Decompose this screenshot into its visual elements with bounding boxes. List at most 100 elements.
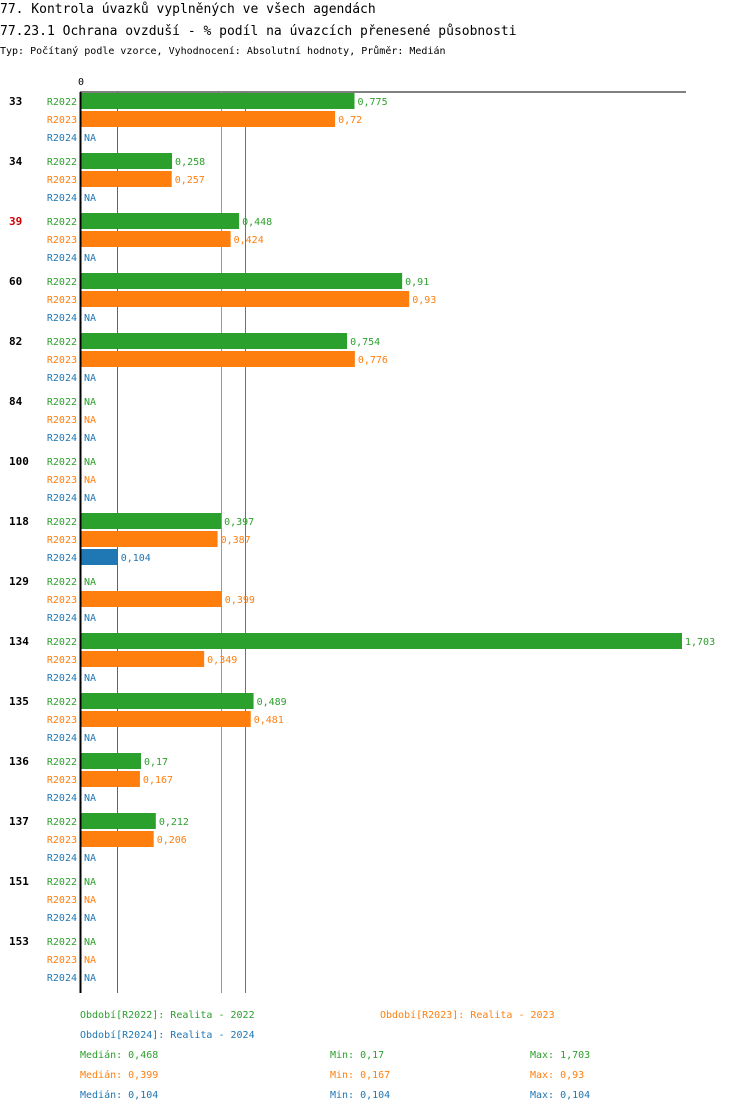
value-label: 0,91 <box>405 277 429 288</box>
category-label: 129 <box>9 575 29 588</box>
series-label: R2023 <box>47 355 77 366</box>
value-label: NA <box>84 415 96 426</box>
bar-r2022 <box>81 273 403 289</box>
legend-item-r2023: Období[R2023]: Realita - 2023 <box>380 1009 555 1021</box>
value-label: 0,93 <box>412 295 436 306</box>
series-label: R2022 <box>47 457 77 468</box>
series-label: R2022 <box>47 817 77 828</box>
stat-min-r2023: Min: 0,167 <box>330 1070 390 1081</box>
bar-r2022 <box>81 153 173 169</box>
value-label: 0,397 <box>224 517 254 528</box>
value-label: NA <box>84 133 96 144</box>
series-label: R2024 <box>47 553 77 564</box>
value-label: NA <box>84 433 96 444</box>
series-label: R2024 <box>47 313 77 324</box>
bar-r2022 <box>81 213 240 229</box>
value-label: NA <box>84 577 96 588</box>
series-label: R2023 <box>47 115 77 126</box>
bar-r2023 <box>81 831 154 847</box>
series-label: R2022 <box>47 157 77 168</box>
legend-item-r2024: Období[R2024]: Realita - 2024 <box>80 1029 255 1041</box>
stat-max-r2023: Max: 0,93 <box>530 1070 584 1081</box>
category-label: 137 <box>9 815 29 828</box>
value-label: NA <box>84 397 96 408</box>
value-label: NA <box>84 793 96 804</box>
series-label: R2023 <box>47 775 77 786</box>
category-label: 118 <box>9 515 29 528</box>
series-label: R2024 <box>47 253 77 264</box>
category-label: 134 <box>9 635 29 648</box>
value-label: NA <box>84 853 96 864</box>
value-label: NA <box>84 937 96 948</box>
bars: 33 R2022 0,775 R2023 0,72 R2024 NA 34 R2022 0,258… <box>9 93 715 984</box>
series-label: R2022 <box>47 757 77 768</box>
bar-r2023 <box>81 591 222 607</box>
category-label: 60 <box>9 275 22 288</box>
value-label: 0,167 <box>143 775 173 786</box>
value-label: 0,776 <box>358 355 388 366</box>
bar-r2022 <box>81 93 355 109</box>
value-label: 0,104 <box>121 553 151 564</box>
category-label: 84 <box>9 395 23 408</box>
series-label: R2022 <box>47 397 77 408</box>
series-label: R2024 <box>47 973 77 984</box>
stat-max-r2022: Max: 1,703 <box>530 1050 590 1061</box>
value-label: 0,399 <box>225 595 255 606</box>
series-label: R2023 <box>47 415 77 426</box>
series-label: R2022 <box>47 97 77 108</box>
series-label: R2022 <box>47 877 77 888</box>
value-label: 0,481 <box>254 715 284 726</box>
series-label: R2023 <box>47 475 77 486</box>
bar-r2022 <box>81 813 156 829</box>
category-label: 34 <box>9 155 23 168</box>
series-label: R2024 <box>47 193 77 204</box>
series-label: R2022 <box>47 277 77 288</box>
value-label: NA <box>84 313 96 324</box>
series-label: R2024 <box>47 133 77 144</box>
value-label: NA <box>84 673 96 684</box>
value-label: 0,258 <box>175 157 205 168</box>
series-label: R2024 <box>47 673 77 684</box>
stat-median-r2023: Medián: 0,399 <box>80 1069 158 1081</box>
series-label: R2024 <box>47 793 77 804</box>
value-label: 0,754 <box>350 337 380 348</box>
stats-table: Medián: 0,468 Min: 0,17 Max: 1,703 Medián: … <box>80 1049 590 1101</box>
category-label: 100 <box>9 455 29 468</box>
category-label: 153 <box>9 935 29 948</box>
bar-r2023 <box>81 711 251 727</box>
series-label: R2024 <box>47 373 77 384</box>
chart-subtitle: 77.23.1 Ochrana ovzduší - % podíl na úva… <box>0 24 517 39</box>
bar-r2023 <box>81 111 336 127</box>
series-label: R2022 <box>47 577 77 588</box>
legend-item-r2022: Období[R2022]: Realita - 2022 <box>80 1009 255 1021</box>
value-label: NA <box>84 193 96 204</box>
stat-median-r2022: Medián: 0,468 <box>80 1049 158 1061</box>
series-label: R2023 <box>47 835 77 846</box>
legend: Období[R2022]: Realita - 2022 Období[R202… <box>80 1009 555 1041</box>
series-label: R2022 <box>47 217 77 228</box>
bar-r2023 <box>81 231 231 247</box>
series-label: R2023 <box>47 895 77 906</box>
series-label: R2022 <box>47 637 77 648</box>
bar-r2022 <box>81 333 348 349</box>
series-label: R2022 <box>47 937 77 948</box>
value-label: 0,212 <box>159 817 189 828</box>
series-label: R2023 <box>47 235 77 246</box>
value-label: NA <box>84 973 96 984</box>
series-label: R2023 <box>47 175 77 186</box>
value-label: 0,349 <box>207 655 237 666</box>
series-label: R2023 <box>47 655 77 666</box>
value-label: NA <box>84 457 96 468</box>
value-label: NA <box>84 613 96 624</box>
value-label: 0,72 <box>338 115 362 126</box>
value-label: NA <box>84 913 96 924</box>
series-label: R2024 <box>47 493 77 504</box>
bar-r2024 <box>81 549 118 565</box>
value-label: NA <box>84 733 96 744</box>
bar-r2023 <box>81 351 355 367</box>
series-label: R2023 <box>47 295 77 306</box>
category-label: 82 <box>9 335 22 348</box>
series-label: R2024 <box>47 433 77 444</box>
chart-description: Typ: Počítaný podle vzorce, Vyhodnocení:… <box>0 45 446 57</box>
value-label: 0,387 <box>221 535 251 546</box>
